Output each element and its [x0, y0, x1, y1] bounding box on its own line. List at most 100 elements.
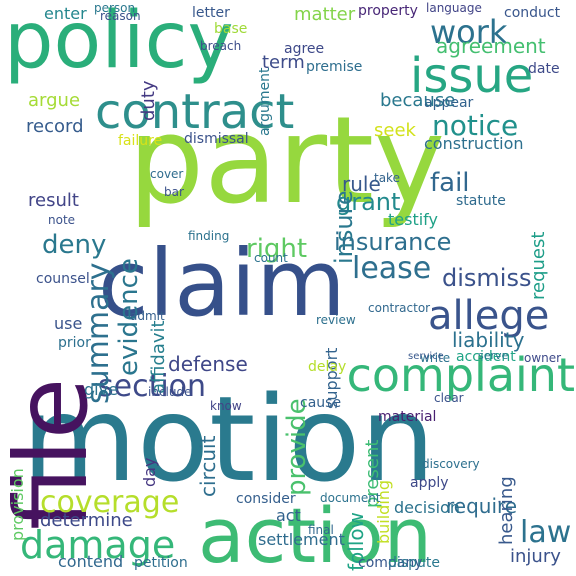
word-issue: issue [410, 48, 534, 104]
word-act: act [276, 506, 301, 525]
word-right: right [246, 234, 308, 264]
word-testify: testify [388, 210, 438, 229]
word-provide: provide [282, 398, 312, 496]
word-term: term [262, 52, 305, 73]
word-provision: provision [8, 468, 27, 541]
word-fail: fail [430, 168, 470, 198]
word-language: language [426, 1, 482, 15]
word-rule: rule [342, 172, 381, 196]
word-damage: damage [20, 523, 176, 567]
word-cause: cause [300, 395, 342, 411]
word-allegation: dispute [388, 555, 440, 571]
word-property: property [358, 3, 418, 19]
word-agreement: agreement [436, 34, 546, 58]
word-policy: policy [4, 0, 234, 86]
word-defense: defense [168, 352, 248, 376]
word-reason: reason [100, 9, 141, 23]
word-dismissal: dismissal [184, 131, 249, 147]
word-motion: motion [22, 370, 436, 508]
word-circuit: circuit [196, 435, 220, 497]
word-complaint: complaint [346, 348, 575, 402]
word-consider: consider [236, 491, 296, 507]
word-prior: prior [58, 335, 91, 351]
word-date: date [528, 61, 560, 77]
word-lease: lease [352, 251, 432, 286]
word-contract: contract [95, 84, 295, 140]
word-action: action [198, 491, 432, 576]
word-deny: deny [42, 230, 107, 260]
word-liability: liability [452, 328, 525, 352]
word-owner: document [320, 491, 381, 505]
word-shall: final [308, 523, 334, 537]
word-agree: agree [284, 41, 325, 57]
word-injury: injury [510, 546, 561, 567]
word-grant: grant [336, 188, 401, 216]
word-notice: notice [432, 109, 519, 142]
word-matter: matter [294, 4, 356, 25]
word-suit: company [358, 555, 423, 571]
word-statute: statute [456, 193, 506, 209]
word-bar: bar [164, 185, 184, 199]
word-work: work [430, 13, 508, 51]
word-premise: premise [306, 59, 363, 75]
word-argument: argument [257, 67, 273, 136]
word-count: count [254, 251, 288, 265]
word-determine: determine [40, 510, 133, 531]
word-day: day [140, 457, 159, 487]
word-letter: letter [192, 5, 230, 21]
word-because: because [380, 90, 456, 111]
word-enter: enter [44, 4, 87, 23]
word-contend: contend [58, 552, 124, 571]
word-law: law [520, 515, 572, 550]
word-party: party [128, 92, 446, 231]
word-include: include [148, 385, 192, 399]
word-finding: finding [188, 229, 230, 243]
word-settlement: settlement [258, 530, 345, 549]
word-section: section [98, 369, 207, 404]
word-use: use [54, 314, 83, 333]
word-decision: decision [394, 498, 460, 517]
word-appear: appear [424, 95, 474, 111]
word-second: service [408, 351, 444, 362]
word-accident: accident [456, 349, 516, 365]
word-construction: construction [424, 134, 524, 153]
word-require: require [446, 494, 518, 518]
word-apply: apply [410, 475, 449, 491]
word-know: know [210, 399, 242, 413]
word-breach: breach [200, 39, 242, 53]
word-insurance: insurance [334, 228, 452, 256]
word-review: review [316, 313, 356, 327]
word-argue: argue [28, 90, 81, 111]
word-failure: failure [118, 133, 163, 149]
word-person: person [94, 1, 136, 15]
word-duty: duty [138, 80, 159, 121]
word-request: request [528, 231, 549, 300]
word-contractor: contractor [368, 301, 431, 315]
word-affidavit: affidavit [148, 320, 169, 394]
word-conduct: conduct [504, 5, 561, 21]
word-bring: clear [434, 391, 464, 405]
word-coverage: coverage [40, 485, 180, 520]
word-record: record [26, 116, 84, 137]
word-dismiss: dismiss [442, 264, 532, 292]
word-clear: discovery [422, 457, 480, 471]
word-petition: petition [134, 555, 188, 571]
word-result: result [28, 190, 79, 211]
word-claim: claim [98, 230, 346, 337]
word-limit: write [420, 351, 451, 365]
word-cover: cover [150, 167, 184, 181]
word-delay: delay [308, 359, 347, 375]
word-counsel: counsel [36, 271, 90, 287]
word-write: owner [524, 351, 562, 365]
word-give: give [84, 380, 118, 399]
word-allege: allege [428, 293, 550, 339]
word-take: take [374, 171, 400, 185]
word-set: admit [130, 309, 165, 323]
word-hearing: hearing [496, 476, 517, 545]
word-seek: seek [374, 120, 416, 141]
word-service: serve [478, 349, 509, 362]
word-note: note [48, 213, 76, 227]
word-base: base [214, 21, 248, 37]
word-building: building [374, 479, 393, 544]
